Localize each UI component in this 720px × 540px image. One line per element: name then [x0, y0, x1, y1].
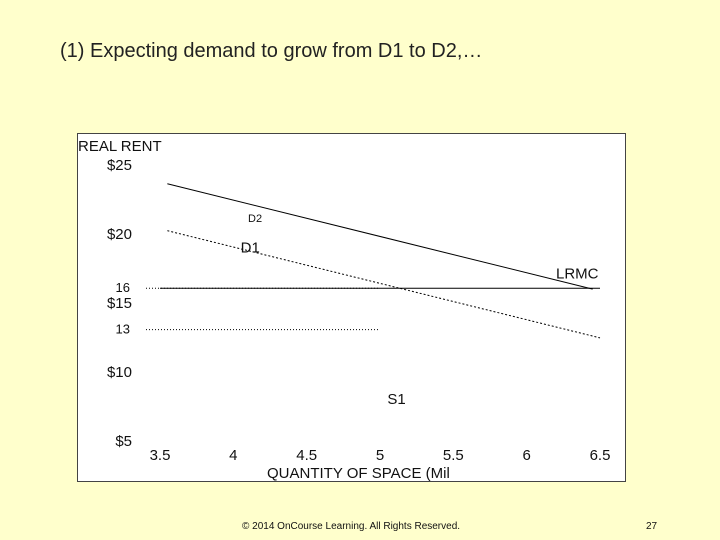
series-line-d1 — [167, 230, 601, 339]
y-tick-label: $10 — [107, 364, 132, 381]
chart-panel: $25 $20 $15 $10 $5 16 13 3.5 4 4.5 5 5.5 6 6.5 REAL R… — [77, 133, 626, 482]
y-axis-title: REAL RENT — [78, 138, 162, 155]
x-tick-label: 4.5 — [296, 447, 317, 464]
y-extra-label: 16 — [116, 280, 130, 295]
page-number: 27 — [646, 521, 658, 532]
copyright-footer: © 2014 OnCourse Learning. All Rights Res… — [242, 521, 461, 532]
rent-quantity-chart: $25 $20 $15 $10 $5 16 13 3.5 4 4.5 5 5.5 6 6.5 REAL R… — [78, 138, 610, 482]
y-tick-label: $15 — [107, 295, 132, 312]
x-tick-label: 4 — [229, 447, 237, 464]
slide-title: (1) Expecting demand to grow from D1 to … — [60, 40, 483, 62]
series-label-d1: D1 — [241, 239, 260, 256]
series-label-lrmc: LRMC — [556, 266, 599, 283]
y-tick-label: $5 — [115, 433, 132, 450]
x-tick-label: 6.5 — [590, 447, 611, 464]
axis-ticks-layer: $25 $20 $15 $10 $5 16 13 3.5 4 4.5 5 5.5 6 6.5 — [107, 157, 610, 464]
series-lines-layer — [146, 183, 601, 339]
labels-layer: REAL RENT QUANTITY OF SPACE (Mil D2 D1 LRMC S… — [78, 138, 599, 482]
series-label-d2: D2 — [248, 213, 262, 225]
y-tick-label: $20 — [107, 226, 132, 243]
series-line-d2 — [167, 183, 593, 290]
x-tick-label: 5 — [376, 447, 384, 464]
x-tick-label: 5.5 — [443, 447, 464, 464]
x-tick-label: 3.5 — [150, 447, 171, 464]
y-tick-label: $25 — [107, 157, 132, 174]
x-tick-label: 6 — [522, 447, 530, 464]
annotation-s1: S1 — [387, 391, 405, 408]
x-axis-title: QUANTITY OF SPACE (Mil — [267, 465, 450, 481]
y-extra-label: 13 — [116, 322, 130, 337]
